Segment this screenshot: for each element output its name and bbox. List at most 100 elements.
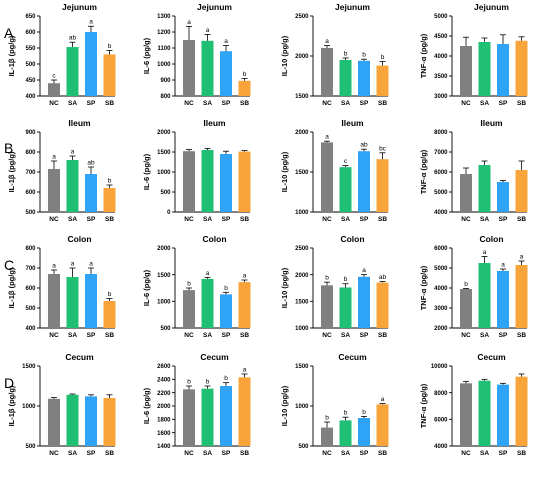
y-axis-label: TNF-α (pg/g) xyxy=(419,33,428,78)
significance-letter: a xyxy=(89,19,93,26)
y-tick-label: 3000 xyxy=(434,94,448,100)
y-tick-label: 6000 xyxy=(434,246,448,252)
x-tick-label: SB xyxy=(240,450,249,457)
x-tick-label: SB xyxy=(517,450,526,457)
chart-title: Colon xyxy=(340,234,364,244)
y-tick-label: 2000 xyxy=(295,54,309,60)
y-tick-label: 500 xyxy=(160,190,171,196)
bar-sp xyxy=(497,384,509,446)
chart-panel: Cecum IL-10 (pg/g) 500 1000 1500 NC b SA b SP b SB a xyxy=(280,352,389,457)
y-axis-label: TNF-α (pg/g) xyxy=(419,265,428,310)
row-label-c: C xyxy=(4,257,14,273)
x-tick-label: NC xyxy=(49,332,59,339)
chart-title: Jejunum xyxy=(335,2,370,12)
significance-letter: ab xyxy=(379,274,387,281)
y-tick-label: 4000 xyxy=(434,286,448,292)
significance-letter: a xyxy=(206,27,210,34)
y-tick-label: 0 xyxy=(167,210,171,216)
bar-sa xyxy=(66,277,79,328)
bar-sb xyxy=(238,151,251,212)
x-tick-label: NC xyxy=(461,216,471,223)
bar-sa xyxy=(66,47,79,96)
y-axis-label: IL-1β (pg/g) xyxy=(7,267,16,308)
significance-letter: b xyxy=(108,43,112,50)
bar-nc xyxy=(321,48,333,96)
bar-sp xyxy=(85,274,97,328)
x-tick-label: SP xyxy=(360,216,369,223)
bar-nc xyxy=(183,389,195,446)
bar-sa xyxy=(66,160,79,212)
x-tick-label: SP xyxy=(499,450,508,457)
bar-sa xyxy=(201,150,214,212)
bar-sb xyxy=(103,398,116,446)
bar-sp xyxy=(358,276,370,328)
bar-sp xyxy=(85,396,97,446)
significance-letter: ab xyxy=(69,35,77,42)
bar-nc xyxy=(48,83,60,96)
y-axis-label: IL-6 (pg/g) xyxy=(142,387,151,424)
x-tick-label: SA xyxy=(203,216,212,223)
significance-letter: a xyxy=(52,154,56,161)
y-tick-label: 2000 xyxy=(434,326,448,332)
x-tick-label: SA xyxy=(480,332,489,339)
bar-sp xyxy=(220,154,232,212)
significance-letter: a xyxy=(381,396,385,403)
y-tick-label: 800 xyxy=(160,94,171,100)
bar-sp xyxy=(497,44,509,96)
row-label-b: B xyxy=(4,140,13,156)
bar-sp xyxy=(220,294,232,328)
x-tick-label: SP xyxy=(222,216,231,223)
bar-sb xyxy=(103,188,116,212)
bar-sb xyxy=(376,404,389,446)
x-tick-label: NC xyxy=(49,100,59,107)
y-tick-label: 800 xyxy=(25,246,36,252)
y-tick-label: 1500 xyxy=(157,150,171,156)
x-tick-label: SP xyxy=(360,100,369,107)
y-tick-label: 500 xyxy=(25,444,36,450)
bar-sa xyxy=(478,42,491,96)
bar-sa xyxy=(478,380,491,446)
y-tick-label: 2600 xyxy=(157,364,171,370)
x-tick-label: NC xyxy=(184,216,194,223)
x-tick-label: SA xyxy=(341,450,350,457)
bar-nc xyxy=(183,151,195,212)
x-tick-label: SB xyxy=(378,332,387,339)
x-tick-label: SB xyxy=(517,100,526,107)
y-tick-label: 700 xyxy=(25,266,36,272)
chart-title: Cecum xyxy=(65,352,94,362)
significance-letter: a xyxy=(501,262,505,269)
y-tick-label: 500 xyxy=(25,210,36,216)
x-tick-label: SB xyxy=(378,450,387,457)
x-tick-label: NC xyxy=(322,332,332,339)
significance-letter: bc xyxy=(379,145,387,152)
significance-letter: b xyxy=(108,178,112,185)
y-tick-label: 400 xyxy=(25,326,36,332)
bar-sa xyxy=(478,263,491,328)
significance-letter: b xyxy=(187,281,191,288)
significance-letter: a xyxy=(89,261,93,268)
significance-letter: b xyxy=(344,51,348,58)
y-tick-label: 500 xyxy=(160,326,171,332)
significance-letter: b xyxy=(325,275,329,282)
chart-title: Colon xyxy=(202,234,226,244)
bar-sa xyxy=(339,60,352,96)
significance-letter: b xyxy=(206,379,210,386)
y-tick-label: 2400 xyxy=(157,377,171,383)
bar-sb xyxy=(238,80,251,96)
chart-panel: Colon IL-6 (pg/g) 500 1000 1500 2000 NC b SA a SP b… xyxy=(142,234,251,339)
bar-sp xyxy=(85,174,97,212)
x-tick-label: SA xyxy=(68,332,77,339)
y-axis-label: TNF-α (pg/g) xyxy=(419,383,428,428)
bar-sa xyxy=(201,278,214,328)
chart-title: Colon xyxy=(479,234,503,244)
significance-letter: ab xyxy=(360,142,368,149)
y-tick-label: 1000 xyxy=(295,210,309,216)
bar-nc xyxy=(48,169,60,212)
x-tick-label: SP xyxy=(222,450,231,457)
bar-nc xyxy=(460,383,472,446)
x-tick-label: SA xyxy=(68,100,77,107)
y-tick-label: 1000 xyxy=(295,404,309,410)
x-tick-label: NC xyxy=(184,100,194,107)
x-tick-label: SA xyxy=(341,332,350,339)
